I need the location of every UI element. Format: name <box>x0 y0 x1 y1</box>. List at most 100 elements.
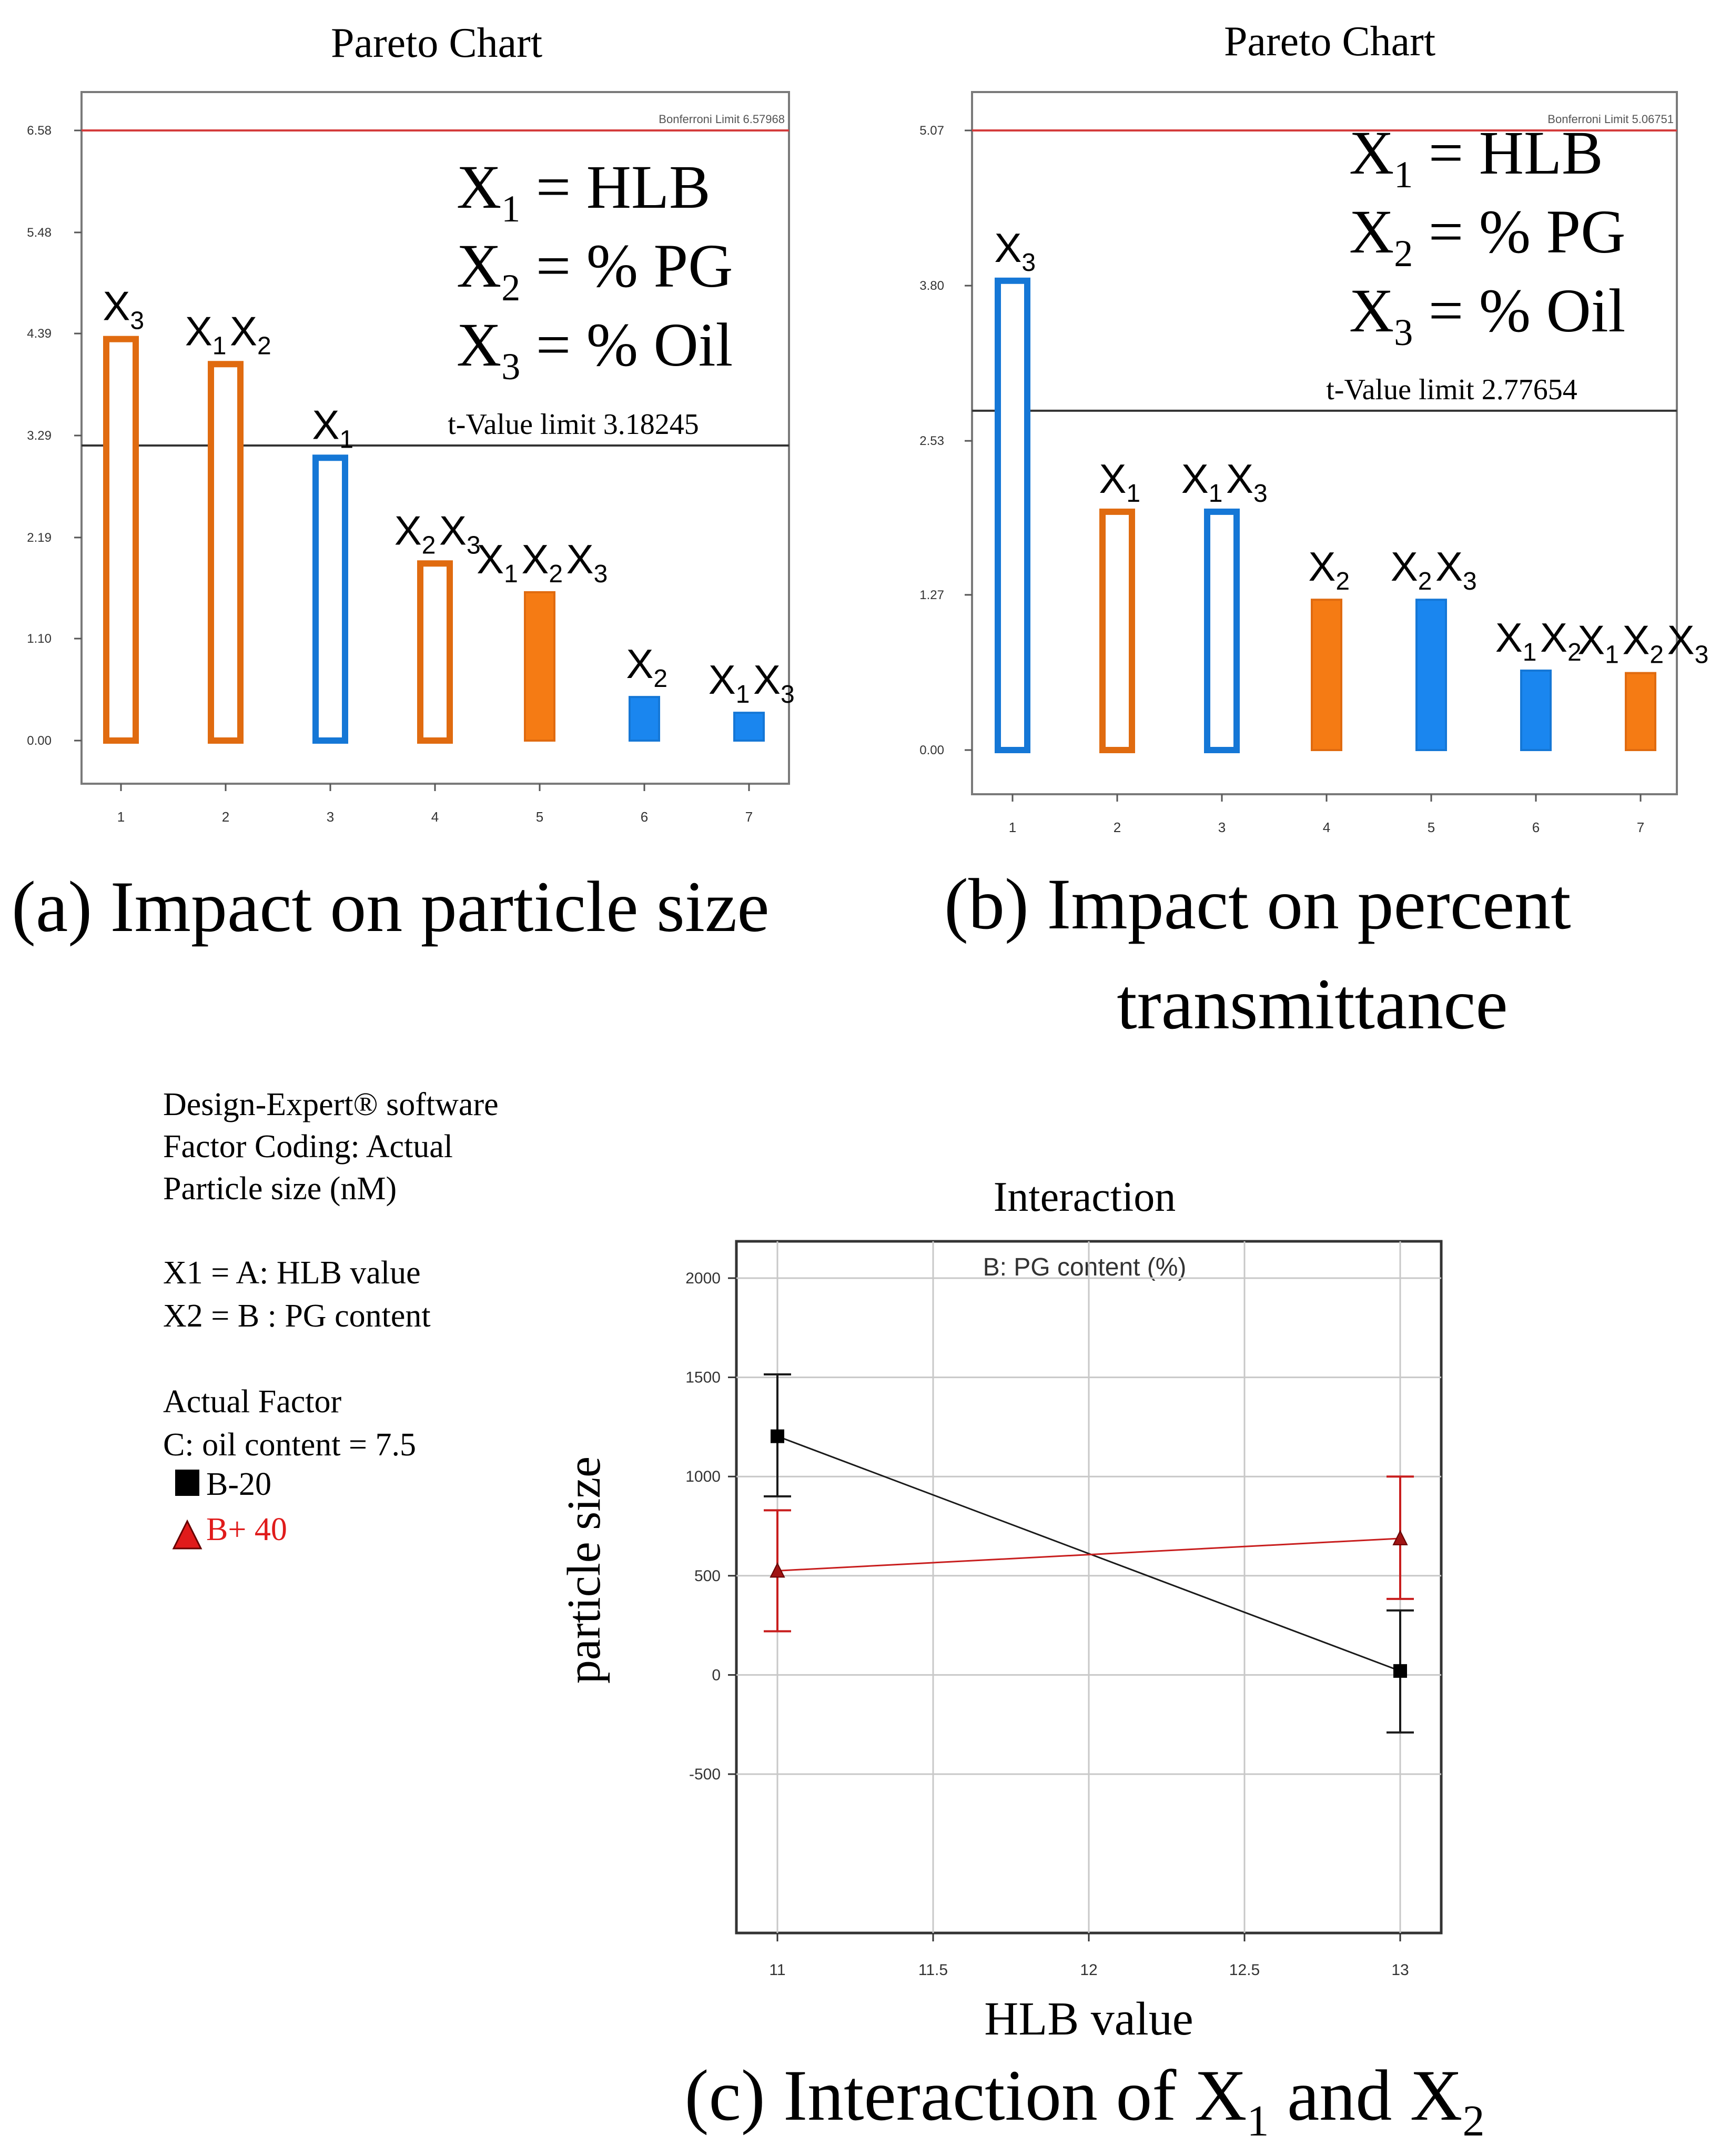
b-bar <box>1625 672 1656 752</box>
a-ytick-label: 3.29 <box>27 429 52 443</box>
pareto-chart-b: Pareto Chart 0.00 1.27 2.53 3.80 5.07 1 2 3 4 5 6… <box>919 18 1710 1044</box>
b-ytick-label: 5.07 <box>919 124 944 138</box>
b-bar <box>1204 508 1240 754</box>
b-bar <box>1311 599 1342 751</box>
chart-c-series <box>764 1373 1414 1734</box>
chart-c-xtick-label: 12.5 <box>1229 1961 1260 1979</box>
chart-c-ytick-label: 0 <box>712 1666 721 1684</box>
a-xtick-label: 1 <box>117 809 125 825</box>
chart-b-t-value-label: t-Value limit 2.77654 <box>1326 373 1577 406</box>
chart-a-caption: (a) Impact on particle size <box>12 866 770 947</box>
info-line-2: Factor Coding: Actual <box>163 1129 453 1165</box>
b-bar <box>1520 669 1552 751</box>
chart-c-xtick-label: 11 <box>769 1961 785 1979</box>
chart-a-bonferroni-label: Bonferroni Limit 6.57968 <box>659 113 785 126</box>
chart-c-title: Interaction <box>994 1174 1176 1220</box>
a-bar-label: X2 <box>626 641 671 693</box>
a-ytick-label: 5.48 <box>27 226 52 240</box>
chart-c-xtick-label: 11.5 <box>918 1961 948 1979</box>
chart-c-xtick-label: 13 <box>1391 1961 1409 1979</box>
a-xtick-label: 2 <box>222 809 229 825</box>
pareto-chart-a: Pareto Chart 0.00 1.10 2.19 3.29 4.39 5.48 6.5… <box>12 20 798 947</box>
a-bar <box>417 560 453 744</box>
b-ytick-label: 1.27 <box>919 588 944 602</box>
chart-c-ytick-label: -500 <box>689 1766 721 1783</box>
chart-c-caption: (c) Interaction of X1 and X2 <box>685 2055 1485 2145</box>
legend-b-plus-label: B+ 40 <box>206 1512 287 1547</box>
b-bar-label: X1 <box>1099 456 1144 508</box>
b-xtick-label: 3 <box>1218 819 1226 835</box>
square-marker <box>1393 1664 1407 1678</box>
info-line-7: C: oil content = 7.5 <box>163 1427 416 1463</box>
chart-c-y-axis: -500 0 500 1000 1500 2000 <box>685 1270 736 1783</box>
b-legend-entry: X3 = % Oil <box>1349 276 1625 353</box>
b-legend-entry: X1 = HLB <box>1349 118 1603 196</box>
b-bar-label: X2 <box>1308 543 1353 595</box>
a-bar <box>629 696 660 742</box>
a-xtick-label: 5 <box>536 809 543 825</box>
design-expert-info-panel: Design-Expert® software Factor Coding: A… <box>163 1087 499 1550</box>
chart-c-x-label: HLB value <box>984 1993 1193 2045</box>
legend-b-minus-label: B-20 <box>206 1466 271 1502</box>
triangle-marker <box>770 1562 785 1578</box>
a-bar <box>524 591 555 742</box>
square-marker <box>771 1429 784 1443</box>
chart-a-x-axis: 1 2 3 4 5 6 7 <box>117 784 753 825</box>
a-xtick-label: 4 <box>431 809 439 825</box>
legend-triangle-icon <box>172 1519 203 1550</box>
info-line-1: Design-Expert® software <box>163 1087 499 1122</box>
b-bar-label: X1 X2 X3 <box>1577 617 1710 669</box>
a-xtick-label: 6 <box>641 809 648 825</box>
chart-c-subtitle: B: PG content (%) <box>983 1253 1187 1281</box>
a-bar-label: X1 X2 <box>185 308 275 360</box>
chart-a-bars <box>103 336 765 744</box>
info-line-6: Actual Factor <box>163 1384 342 1420</box>
a-bar <box>733 712 765 742</box>
a-bar-label: X1 X2 X3 <box>477 536 611 588</box>
chart-b-x-axis: 1 2 3 4 5 6 7 <box>1009 794 1644 835</box>
a-legend-entry: X3 = % Oil <box>457 310 733 388</box>
chart-b-bars <box>995 277 1656 754</box>
b-bar-label: X3 <box>994 225 1039 277</box>
chart-a-bar-labels: X3 X1 X2 X1 X2 X3 X1 X2 X3 X2 X1 X3 <box>103 283 798 708</box>
b-bar <box>1415 599 1447 751</box>
chart-a-title: Pareto Chart <box>331 20 542 66</box>
a-ytick-label: 6.58 <box>27 124 52 138</box>
a-ytick-label: 2.19 <box>27 531 52 545</box>
chart-b-caption-line1: (b) Impact on percent <box>944 864 1571 944</box>
info-line-5: X2 = B : PG content <box>163 1298 431 1334</box>
a-ytick-label: 4.39 <box>27 327 52 341</box>
chart-a-t-value-label: t-Value limit 3.18245 <box>448 408 699 441</box>
b-xtick-label: 4 <box>1323 819 1330 835</box>
chart-b-y-axis: 0.00 1.27 2.53 3.80 5.07 <box>919 124 972 757</box>
a-bar-label: X2 X3 <box>394 507 484 559</box>
b-bar <box>1099 508 1135 754</box>
chart-b-title: Pareto Chart <box>1224 18 1435 65</box>
chart-c-ytick-label: 500 <box>694 1567 721 1585</box>
chart-c-ytick-label: 1500 <box>685 1369 721 1386</box>
a-bar <box>312 454 348 744</box>
b-ytick-label: 3.80 <box>919 279 944 293</box>
b-ytick-label: 2.53 <box>919 434 944 448</box>
chart-c-gridlines <box>736 1241 1441 1933</box>
b-xtick-label: 6 <box>1532 819 1540 835</box>
a-bar-label: X1 <box>312 401 357 453</box>
chart-b-bonferroni-label: Bonferroni Limit 5.06751 <box>1547 113 1674 126</box>
a-bar <box>103 336 139 744</box>
a-bar-label: X1 X3 <box>709 656 798 708</box>
a-xtick-label: 7 <box>745 809 753 825</box>
series-line-1 <box>777 1435 1401 1672</box>
b-xtick-label: 2 <box>1114 819 1121 835</box>
b-bar-label: X1 X2 <box>1495 614 1585 666</box>
a-bar <box>208 361 244 744</box>
b-legend-entry: X2 = % PG <box>1349 197 1625 275</box>
chart-a-y-axis: 0.00 1.10 2.19 3.29 4.39 5.48 6.58 <box>27 124 82 748</box>
chart-c-x-axis: 11 11.5 12 12.5 13 <box>769 1933 1409 1979</box>
chart-c-ytick-label: 1000 <box>685 1468 721 1485</box>
b-bar-label: X2 X3 <box>1391 543 1481 595</box>
info-line-4: X1 = A: HLB value <box>163 1255 421 1291</box>
chart-b-bar-labels: X3 X1 X1 X3 X2 X2 X3 X1 X2 X1 X2 X3 <box>994 225 1710 669</box>
